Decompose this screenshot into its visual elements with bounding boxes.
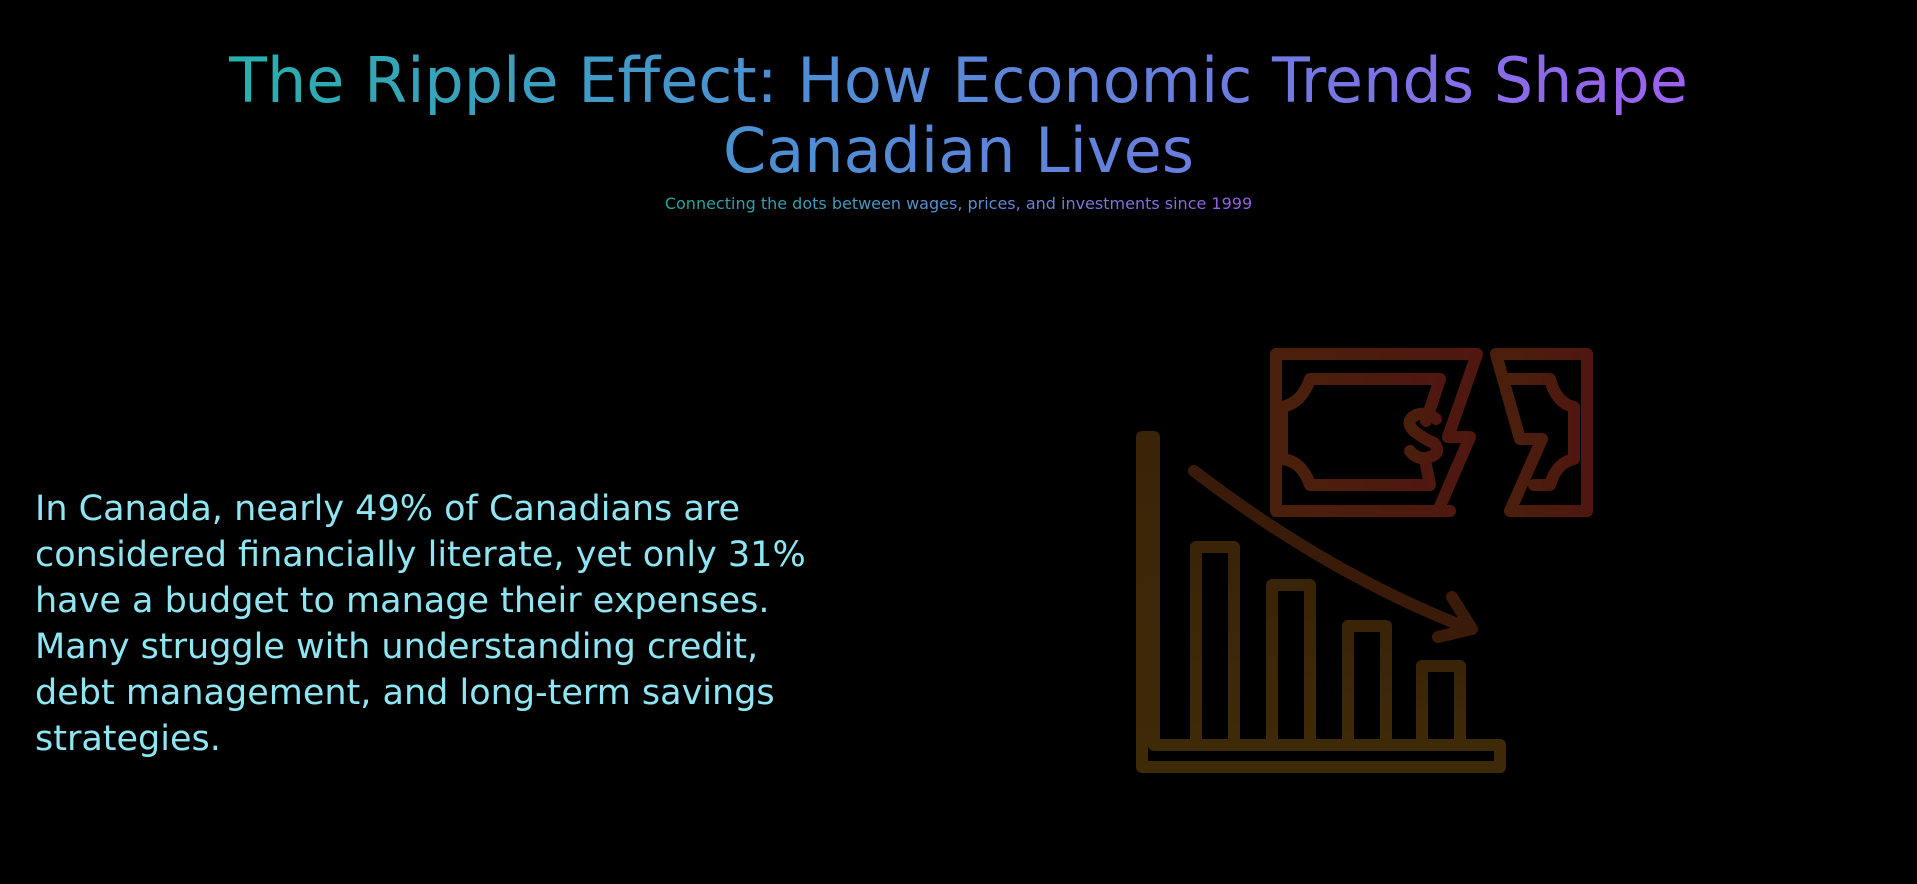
page-subtitle: Connecting the dots between wages, price… [664,194,1253,213]
bar-chart-icon [1190,541,1466,751]
banknote-icon [1270,348,1593,517]
financial-literacy-statement: In Canada, nearly 49% of Canadians are c… [35,489,806,758]
header: The Ripple Effect: How Economic Trends S… [0,46,1917,214]
page-title: The Ripple Effect: How Economic Trends S… [179,46,1739,186]
chart-axes-icon [1136,431,1506,773]
trend-down-arrow-icon [1188,465,1478,643]
falling-money-chart-icon [1136,348,1593,773]
